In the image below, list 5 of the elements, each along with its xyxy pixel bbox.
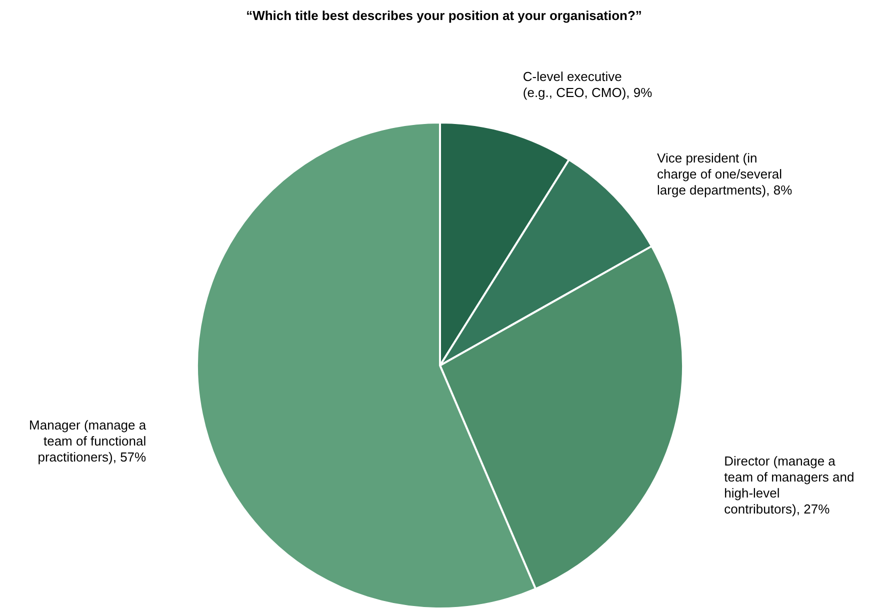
slice-label: C-level executive (e.g., CEO, CMO), 9% bbox=[522, 69, 653, 100]
slice-label: Vice president (in charge of one/several large departments), 8% bbox=[657, 150, 793, 198]
slice-label: Manager (manage a team of functional practitioners), 57% bbox=[29, 418, 147, 465]
slice-label: Director (manage a team of managers and high-level contributors), 27% bbox=[724, 454, 854, 517]
chart-title: “Which title best describes your position at your organisation?” bbox=[245, 8, 643, 23]
